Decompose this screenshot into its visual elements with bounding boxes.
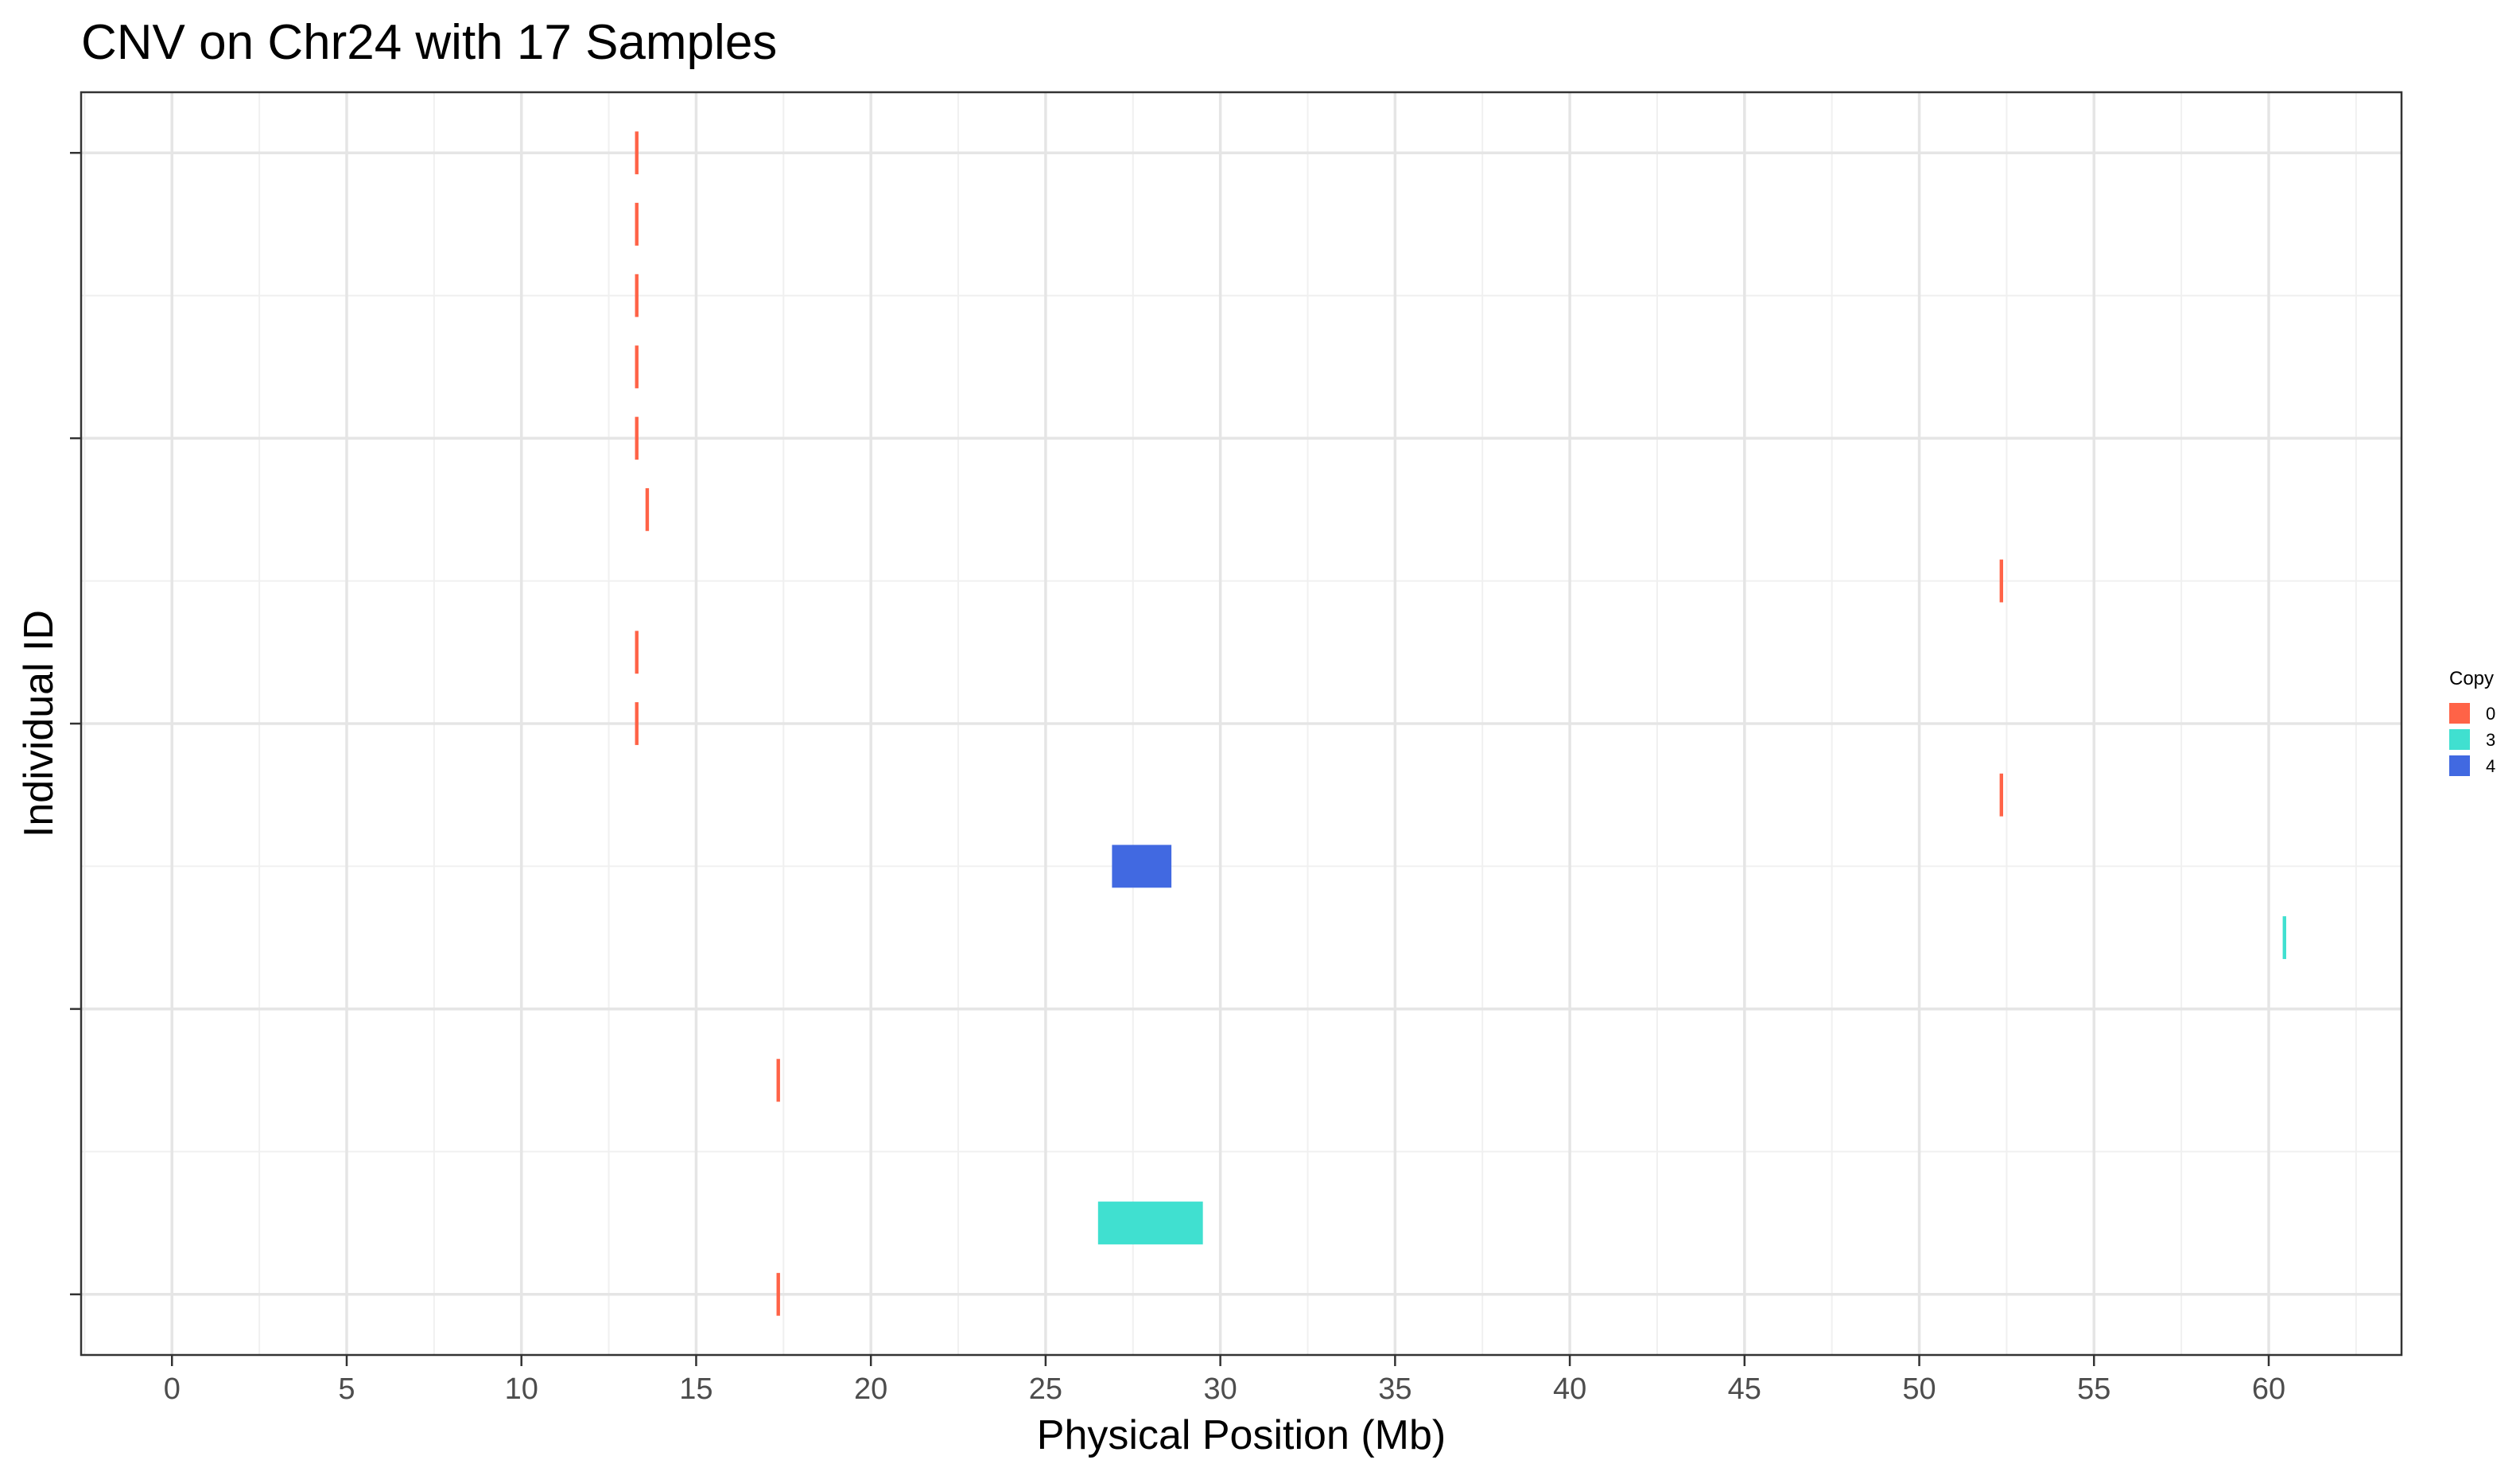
- cnv-segment-row-8-9: [1999, 773, 2004, 817]
- x-tick-label: 20: [854, 1372, 887, 1406]
- cnv-segment-row-7-10: [1112, 844, 1172, 888]
- legend: Copy 0 3 4: [2449, 668, 2495, 776]
- legend-key-4: [2449, 755, 2470, 776]
- x-tick-label: 60: [2252, 1372, 2285, 1406]
- x-tick-label: 25: [1029, 1372, 1062, 1406]
- x-tick-label: 35: [1378, 1372, 1411, 1406]
- axis-layer: 0 5 10 15 20 25 30 35 40 45 50 55 60: [70, 152, 2285, 1406]
- grid-layer: [81, 92, 2402, 1355]
- cnv-segment-row-11-6: [1999, 559, 2004, 603]
- x-axis-title: Physical Position (Mb): [1037, 1412, 1446, 1458]
- cnv-segment-row-10-7: [635, 631, 639, 674]
- cnv-segment-row-2-13: [1097, 1202, 1203, 1244]
- x-tick-label: 5: [338, 1372, 355, 1406]
- legend-title: Copy: [2449, 668, 2494, 689]
- x-tick-label: 30: [1203, 1372, 1237, 1406]
- cnv-segment-row-13-4: [635, 417, 639, 460]
- cnv-segment-row-16-1: [635, 203, 639, 246]
- x-tick-label: 0: [164, 1372, 181, 1406]
- x-tick-label: 50: [1902, 1372, 1936, 1406]
- x-tick-label: 55: [2077, 1372, 2110, 1406]
- x-tick-label: 40: [1553, 1372, 1586, 1406]
- cnv-segment-row-4-12: [776, 1058, 780, 1102]
- cnv-segment-row-9-8: [635, 702, 639, 745]
- chart-title: CNV on Chr24 with 17 Samples: [81, 15, 777, 70]
- legend-label-0: 0: [2486, 704, 2495, 724]
- x-tick-label: 10: [505, 1372, 538, 1406]
- x-tick-label: 45: [1728, 1372, 1761, 1406]
- cnv-segment-row-1-14: [776, 1272, 780, 1316]
- cnv-segment-row-15-2: [635, 274, 639, 317]
- cnv-segment-row-12-5: [645, 487, 650, 531]
- cnv-segment-row-14-3: [635, 345, 639, 389]
- y-axis-title: Individual ID: [16, 610, 62, 837]
- legend-label-4: 4: [2486, 756, 2495, 776]
- legend-label-3: 3: [2486, 730, 2495, 750]
- cnv-segment-row-6-11: [2282, 916, 2286, 960]
- data-layer: [635, 131, 2286, 1316]
- x-tick-label: 15: [679, 1372, 713, 1406]
- cnv-segment-row-17-0: [635, 131, 639, 175]
- legend-key-3: [2449, 729, 2470, 750]
- legend-key-0: [2449, 703, 2470, 724]
